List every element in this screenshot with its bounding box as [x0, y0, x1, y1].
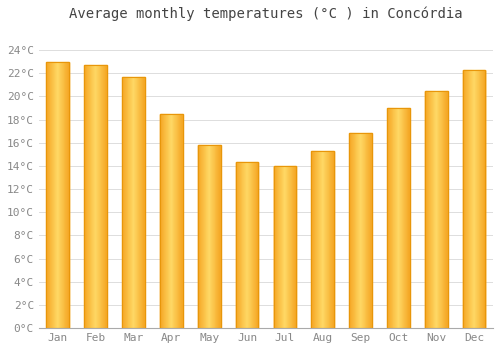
Bar [425, 91, 448, 328]
Bar [160, 114, 182, 328]
Title: Average monthly temperatures (°C ) in Concórdia: Average monthly temperatures (°C ) in Co… [69, 7, 462, 21]
Bar [84, 65, 107, 328]
Bar [349, 133, 372, 328]
Bar [46, 62, 69, 328]
Bar [312, 151, 334, 328]
Bar [198, 145, 220, 328]
Bar [274, 166, 296, 328]
Bar [463, 70, 485, 328]
Bar [387, 108, 410, 328]
Bar [122, 77, 145, 328]
Bar [236, 162, 258, 328]
